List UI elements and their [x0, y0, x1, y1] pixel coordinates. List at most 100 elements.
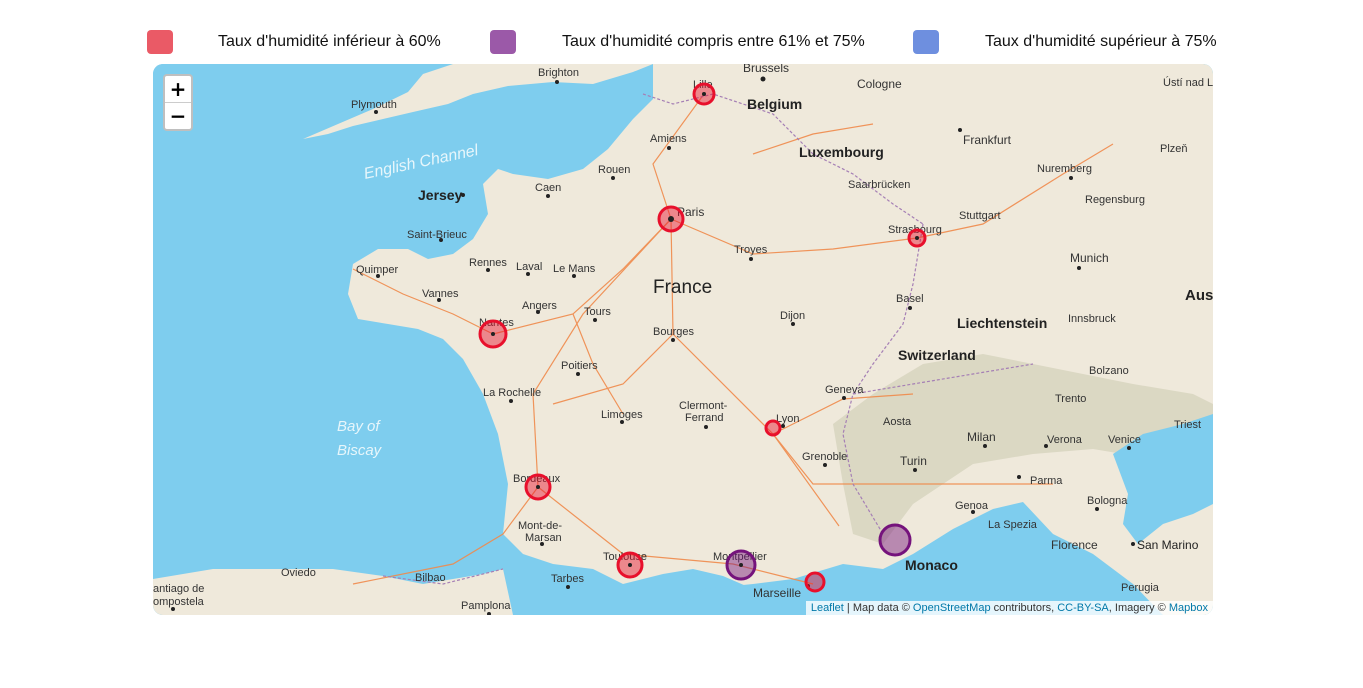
zoom-in-button[interactable]: +: [169, 77, 187, 101]
openstreetmap-link[interactable]: OpenStreetMap: [912, 602, 991, 614]
label-tarbes: Tarbes: [551, 573, 585, 585]
label-plzen: Plzeň: [1160, 143, 1188, 155]
label-plymouth: Plymouth: [351, 99, 397, 111]
city-dots: [171, 76, 1135, 615]
legend: Taux d'humidité inférieur à 60% Taux d'h…: [0, 0, 1363, 60]
leaflet-link[interactable]: Leaflet: [810, 602, 844, 614]
country-borders: [382, 93, 1034, 585]
label-bourges: Bourges: [653, 326, 694, 338]
label-la-spezia: La Spezia: [988, 519, 1038, 531]
label-marseille: Marseille: [753, 586, 801, 600]
label-bilbao: Bilbao: [415, 572, 446, 584]
label-saarbrucken: Saarbrücken: [848, 179, 910, 191]
label-santiago-2: ompostela: [153, 596, 205, 608]
label-clermont-2: Ferrand: [685, 412, 724, 424]
label-saint-brieuc: Saint-Brieuc: [407, 229, 467, 241]
label-clermont-1: Clermont-: [679, 400, 728, 412]
label-basel: Basel: [896, 293, 924, 305]
label-florence: Florence: [1051, 538, 1098, 552]
legend-label-high: Taux d'humidité supérieur à 75%: [985, 33, 1217, 50]
legend-swatch-high: [913, 30, 939, 54]
mapbox-link[interactable]: Mapbox: [1168, 602, 1208, 614]
label-pamplona: Pamplona: [461, 600, 511, 612]
attribution-text-1: | Map data ©: [843, 602, 913, 614]
map-attribution: Leaflet | Map data © OpenStreetMap contr…: [805, 601, 1213, 615]
humidity-markers[interactable]: [478, 82, 927, 593]
zoom-out-button[interactable]: −: [165, 102, 191, 129]
attribution-text-3: , Imagery ©: [1108, 602, 1169, 614]
label-brighton: Brighton: [538, 67, 579, 79]
label-turin: Turin: [900, 454, 927, 468]
label-quimper: Quimper: [356, 264, 399, 276]
label-bologna: Bologna: [1087, 495, 1128, 507]
label-bay-of: Bay of: [337, 418, 381, 435]
label-triest: Triest: [1174, 419, 1201, 431]
label-aosta: Aosta: [883, 416, 912, 428]
label-la-rochelle: La Rochelle: [483, 387, 541, 399]
label-jersey: Jersey: [418, 187, 463, 203]
map-tiles[interactable]: Brussels Brighton Plymouth English Chann…: [153, 64, 1213, 615]
cc-by-sa-link[interactable]: CC-BY-SA: [1057, 602, 1109, 614]
label-san-marino: San Marino: [1137, 538, 1199, 552]
label-tours: Tours: [584, 306, 611, 318]
label-laval: Laval: [516, 261, 542, 273]
label-monaco: Monaco: [905, 557, 958, 573]
label-munich: Munich: [1070, 251, 1109, 265]
attribution-text-2: contributors,: [990, 602, 1058, 614]
label-luxembourg: Luxembourg: [799, 144, 884, 160]
label-vannes: Vannes: [422, 288, 459, 300]
map[interactable]: Brussels Brighton Plymouth English Chann…: [153, 64, 1213, 615]
label-troyes: Troyes: [734, 244, 768, 256]
label-cologne: Cologne: [857, 77, 902, 91]
label-stuttgart: Stuttgart: [959, 210, 1001, 222]
label-trento: Trento: [1055, 393, 1086, 405]
label-usti: Ústí nad L: [1163, 76, 1213, 89]
label-lyon: Lyon: [776, 413, 799, 425]
label-limoges: Limoges: [601, 409, 643, 421]
label-caen: Caen: [535, 182, 561, 194]
label-rouen: Rouen: [598, 164, 630, 176]
label-genoa: Genoa: [955, 500, 989, 512]
label-geneva: Geneva: [825, 384, 864, 396]
label-angers: Angers: [522, 300, 557, 312]
label-oviedo: Oviedo: [281, 567, 316, 579]
label-verona: Verona: [1047, 434, 1083, 446]
label-mont-de-1: Mont-de-: [518, 520, 562, 532]
label-dijon: Dijon: [780, 310, 805, 322]
legend-label-mid: Taux d'humidité compris entre 61% et 75%: [562, 33, 865, 50]
legend-label-low: Taux d'humidité inférieur à 60%: [218, 33, 441, 50]
label-belgium: Belgium: [747, 96, 802, 112]
label-rennes: Rennes: [469, 257, 507, 269]
label-perugia: Perugia: [1121, 582, 1160, 594]
alps-relief: [833, 354, 1213, 544]
zoom-control: + −: [163, 74, 193, 131]
label-venice: Venice: [1108, 434, 1141, 446]
label-poitiers: Poitiers: [561, 360, 598, 372]
label-santiago-1: antiago de: [153, 583, 204, 595]
label-brussels: Brussels: [743, 64, 789, 75]
label-amiens: Amiens: [650, 133, 687, 145]
land-uk: [303, 64, 653, 139]
label-switzerland: Switzerland: [898, 347, 976, 363]
label-frankfurt: Frankfurt: [963, 133, 1012, 147]
label-le-mans: Le Mans: [553, 263, 596, 275]
label-grenoble: Grenoble: [802, 451, 847, 463]
sea-adriatic: [1113, 414, 1213, 544]
label-nuremberg: Nuremberg: [1037, 163, 1092, 175]
label-innsbruck: Innsbruck: [1068, 313, 1116, 325]
label-parma: Parma: [1030, 475, 1063, 487]
label-aus: Aus: [1185, 287, 1213, 304]
legend-swatch-low: [147, 30, 173, 54]
label-france: France: [653, 277, 712, 298]
place-labels: Brussels Brighton Plymouth English Chann…: [153, 64, 1213, 612]
label-bolzano: Bolzano: [1089, 365, 1129, 377]
marker-lyon[interactable]: [764, 419, 782, 437]
road-network: [352, 93, 1114, 585]
label-milan: Milan: [967, 430, 996, 444]
legend-swatch-mid: [490, 30, 516, 54]
label-regensburg: Regensburg: [1085, 194, 1145, 206]
label-liechtenstein: Liechtenstein: [957, 315, 1047, 331]
sea-mediterranean: [673, 502, 1163, 615]
marker-marseille[interactable]: [804, 571, 826, 593]
marker-nice[interactable]: [878, 523, 912, 557]
